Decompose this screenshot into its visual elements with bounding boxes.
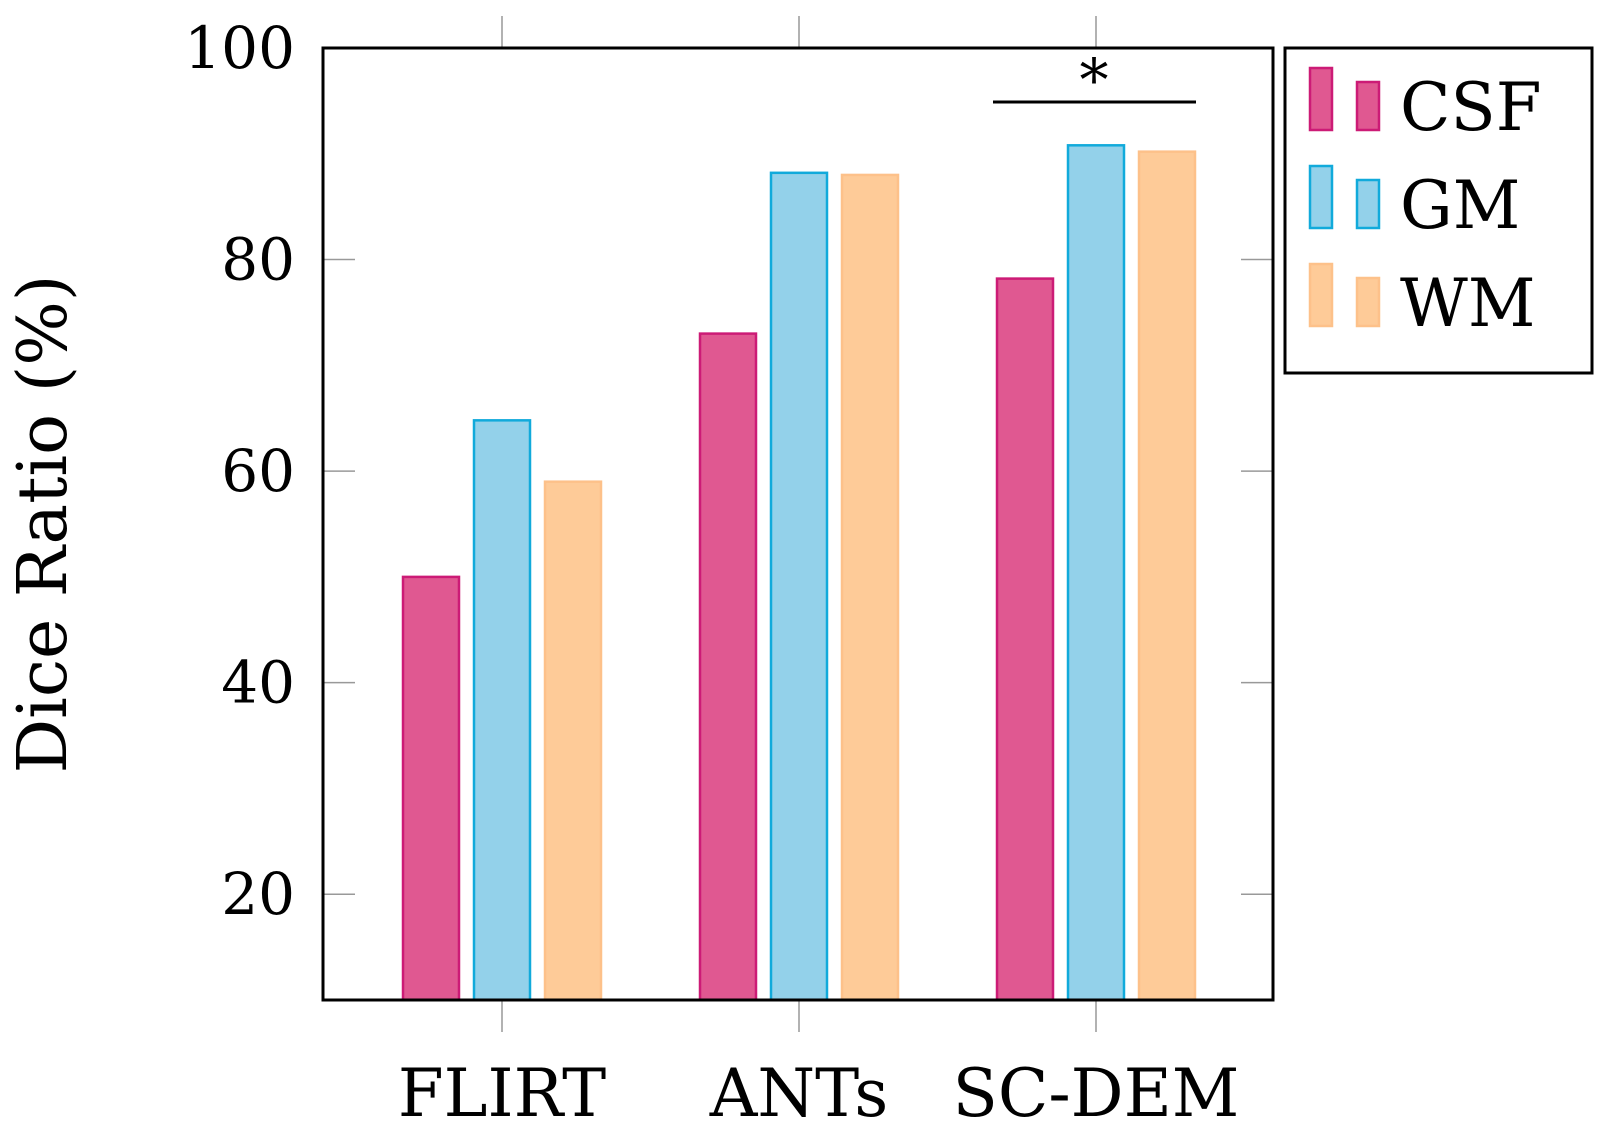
legend-swatch-gm-b [1355,178,1381,230]
y-tick-label: 40 [221,649,295,717]
axis-ticks [323,16,1273,1032]
bar-gm-ants [769,171,829,1002]
bar-wm-flirt [543,480,603,1002]
x-category-label: FLIRT [398,1055,606,1125]
legend-swatch-wm-b [1355,276,1381,328]
bar-csf-flirt [401,575,461,1002]
y-tick-label: 60 [221,437,295,505]
bar-wm-sc-dem [1137,150,1197,1002]
y-tick-label: 80 [221,226,295,294]
y-tick-labels: 20 40 60 80 100 [184,14,295,928]
y-tick-label: 100 [184,14,295,82]
legend-swatch-wm-a [1308,262,1334,328]
y-tick-label: 20 [221,860,295,928]
x-category-labels: FLIRT ANTs SC-DEM [398,1055,1239,1125]
significance-annotation: * [993,46,1196,114]
bar-gm-flirt [472,419,532,1002]
bar-wm-ants [840,173,900,1002]
legend-swatch-gm-a [1308,164,1334,230]
plot-frame [321,46,1275,1002]
y-axis-title: Dice Ratio (%) [4,275,83,774]
legend-label-wm: WM [1400,265,1535,342]
legend: CSF GM WM [1283,46,1594,375]
legend-frame [1283,46,1594,375]
bar-csf-sc-dem [995,277,1055,1002]
x-category-label: SC-DEM [953,1055,1240,1125]
x-category-label: ANTs [709,1055,889,1125]
bars [401,144,1197,1002]
legend-label-gm: GM [1400,167,1520,244]
significance-star: * [1080,46,1109,114]
bar-csf-ants [698,332,758,1002]
legend-swatch-csf-a [1308,66,1334,132]
bar-gm-sc-dem [1066,144,1126,1002]
legend-label-csf: CSF [1400,69,1542,146]
legend-swatch-csf-b [1355,80,1381,132]
